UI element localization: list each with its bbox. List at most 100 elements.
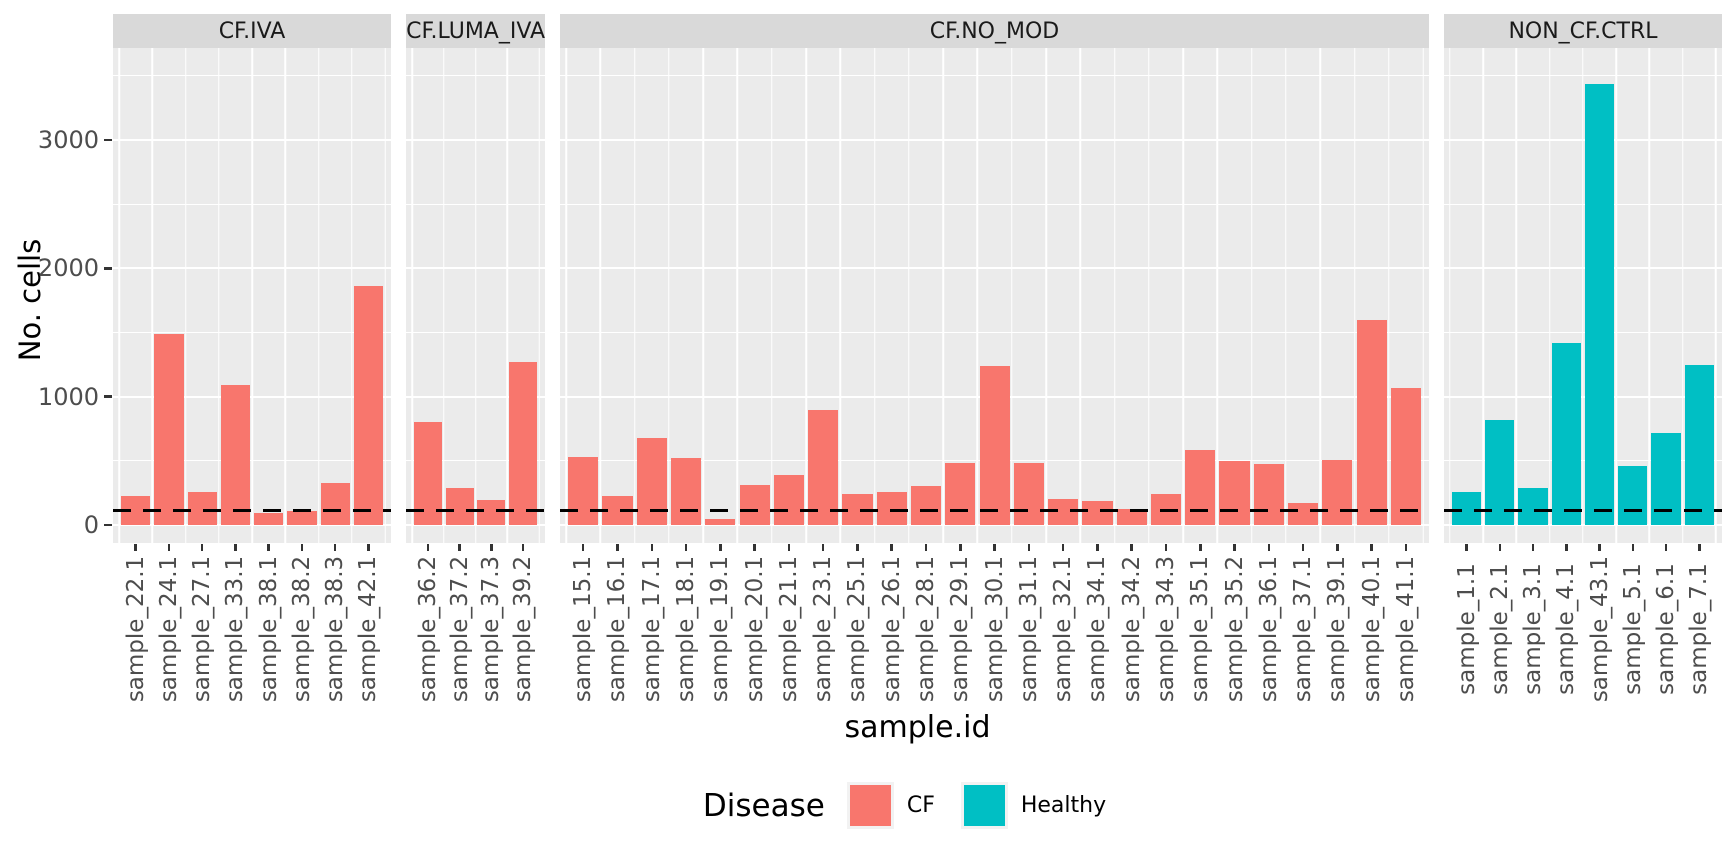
x-tick-cell bbox=[252, 543, 285, 553]
x-axis-title: sample.id bbox=[844, 710, 991, 745]
gridline-vertical bbox=[1548, 48, 1551, 543]
gridline-vertical bbox=[184, 48, 187, 543]
bar-sample_36.1 bbox=[1253, 464, 1284, 525]
x-tick-label: sample_18.1 bbox=[673, 555, 700, 703]
x-tick-cell bbox=[840, 543, 874, 553]
x-tick-label: sample_27.1 bbox=[189, 555, 216, 703]
bar-slot bbox=[976, 48, 1011, 543]
x-tick-mark bbox=[1130, 544, 1133, 551]
bar-slot bbox=[474, 48, 508, 543]
bar-sample_23.1 bbox=[808, 410, 839, 525]
gridline-vertical bbox=[317, 48, 320, 543]
x-tick-label-cell: sample_39.2 bbox=[507, 553, 539, 705]
gridline-vertical bbox=[1515, 48, 1518, 543]
gridline-vertical bbox=[1353, 48, 1356, 543]
x-tick-label: sample_38.1 bbox=[255, 555, 282, 703]
gridline-vertical bbox=[942, 48, 944, 543]
gridline-vertical bbox=[805, 48, 807, 543]
bar-slot bbox=[1615, 48, 1649, 543]
x-tick-cell bbox=[1683, 543, 1716, 553]
x-tick-mark bbox=[753, 544, 756, 551]
bar-slot bbox=[317, 48, 352, 543]
bar-sample_29.1 bbox=[945, 463, 976, 525]
gridline-vertical bbox=[151, 48, 153, 543]
bar-sample_18.1 bbox=[670, 458, 702, 525]
bar-sample_33.1 bbox=[220, 384, 250, 525]
legend-title: Disease bbox=[702, 787, 825, 824]
x-tick-cell bbox=[669, 543, 703, 553]
x-tick-mark bbox=[1233, 544, 1236, 551]
bar-sample_43.1 bbox=[1584, 83, 1615, 525]
x-tick-label-cell: sample_32.1 bbox=[1046, 553, 1080, 705]
y-tick-mark bbox=[104, 138, 112, 142]
legend-label-healthy: Healthy bbox=[1020, 793, 1107, 818]
bar-slot bbox=[839, 48, 874, 543]
x-tick-mark bbox=[1404, 544, 1408, 551]
gridline-vertical bbox=[251, 48, 253, 543]
x-tick-labels: sample_15.1 sample_16.1 sample_17.1 sample_… bbox=[560, 553, 1429, 705]
x-tick-mark bbox=[1531, 544, 1535, 551]
facet-panels-row: CF.IVA sample_22.1 sample_24.1 sample_27.1 s… bbox=[113, 14, 1722, 705]
bar-slot bbox=[668, 48, 703, 543]
x-tick-cell bbox=[1483, 543, 1516, 553]
facet-panel bbox=[406, 48, 546, 543]
facet-CF.NO_MOD: CF.NO_MOD sample_15.1 sample_16.1 sample_17… bbox=[560, 14, 1429, 705]
bar-slot bbox=[1449, 48, 1483, 543]
x-tick-mark bbox=[333, 544, 337, 551]
bar-sample_41.1 bbox=[1390, 387, 1422, 525]
x-tick-label: sample_34.1 bbox=[1084, 555, 1111, 703]
legend-key-healthy bbox=[960, 782, 1008, 829]
x-tick-mark bbox=[1164, 544, 1168, 551]
x-tick-cell bbox=[1217, 543, 1251, 553]
x-tick-cell bbox=[1183, 543, 1217, 553]
gridline-vertical bbox=[565, 48, 567, 543]
gridline-vertical bbox=[908, 48, 910, 543]
bar-sample_39.2 bbox=[509, 362, 538, 525]
legend: Disease CF Healthy bbox=[113, 782, 1722, 829]
gridline-horizontal bbox=[560, 203, 1429, 205]
bar-slot bbox=[702, 48, 737, 543]
bar-slot bbox=[151, 48, 185, 543]
bar-sample_30.1 bbox=[979, 365, 1010, 525]
bar-sample_3.1 bbox=[1518, 488, 1548, 525]
bar-slot bbox=[908, 48, 943, 543]
x-tick-mark bbox=[959, 544, 962, 551]
x-tick-label: sample_38.3 bbox=[322, 555, 349, 703]
x-tick-cell bbox=[943, 543, 977, 553]
x-tick-label: sample_31.1 bbox=[1015, 555, 1042, 703]
facet-panel bbox=[560, 48, 1429, 543]
x-tick-cell bbox=[352, 543, 385, 553]
x-tick-label-cell: sample_36.1 bbox=[1252, 553, 1286, 705]
x-tick-cell bbox=[412, 543, 444, 553]
x-tick-label-cell: sample_20.1 bbox=[737, 553, 771, 705]
gridline-vertical bbox=[1010, 48, 1013, 543]
x-tick-label: sample_28.1 bbox=[913, 555, 940, 703]
x-tick-label-cell: sample_7.1 bbox=[1683, 553, 1716, 705]
x-tick-marks bbox=[1444, 543, 1722, 553]
x-tick-cell bbox=[1046, 543, 1080, 553]
facet-panel bbox=[1443, 48, 1722, 543]
x-tick-mark bbox=[821, 544, 825, 551]
y-tick-label: 0 bbox=[83, 511, 99, 539]
gridline-vertical bbox=[218, 48, 220, 543]
bar-slot bbox=[1113, 48, 1149, 543]
bar-slot bbox=[599, 48, 634, 543]
x-tick-label: sample_23.1 bbox=[810, 555, 837, 703]
bar-sample_38.3 bbox=[320, 482, 350, 525]
bar-sample_5.1 bbox=[1618, 465, 1648, 525]
x-tick-label-cell: sample_19.1 bbox=[703, 553, 737, 705]
bar-slots bbox=[560, 48, 1429, 543]
x-tick-cell bbox=[1355, 543, 1389, 553]
gridline-vertical bbox=[599, 48, 602, 543]
gridline-vertical bbox=[1250, 48, 1253, 543]
x-tick-label-cell: sample_5.1 bbox=[1616, 553, 1649, 705]
bar-slot bbox=[1045, 48, 1080, 543]
x-tick-label: sample_25.1 bbox=[844, 555, 871, 703]
x-tick-mark bbox=[1336, 544, 1339, 551]
bar-slot bbox=[1148, 48, 1183, 543]
bar-slot bbox=[1353, 48, 1389, 543]
gridline-vertical bbox=[538, 48, 540, 543]
gridline-vertical bbox=[1319, 48, 1321, 543]
x-tick-label: sample_42.1 bbox=[355, 555, 382, 703]
x-tick-cell bbox=[772, 543, 806, 553]
